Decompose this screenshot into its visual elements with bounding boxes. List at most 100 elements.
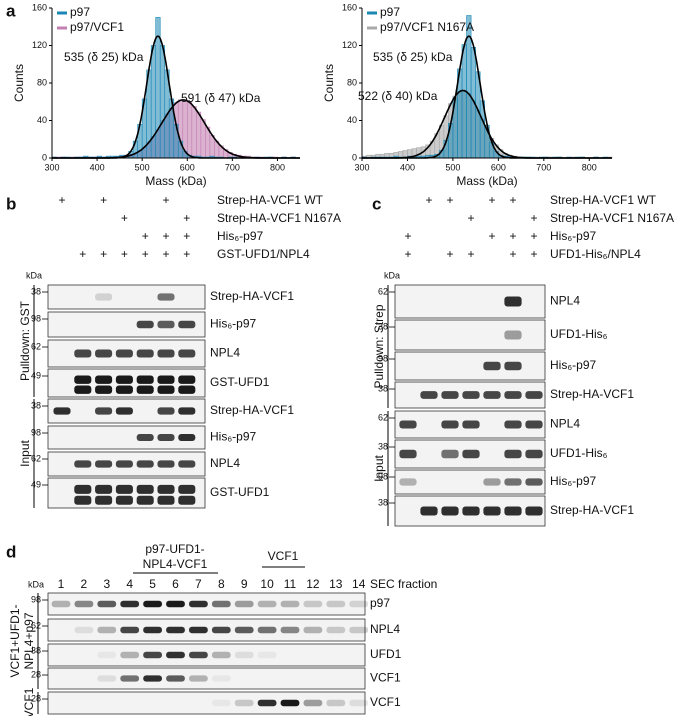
y-tick-label: 0 <box>352 152 357 162</box>
blot-band <box>166 600 185 608</box>
condition-label: Strep-HA-VCF1 N167A <box>550 211 674 225</box>
blot-band <box>74 460 92 468</box>
blot-band <box>136 320 154 329</box>
blot-band <box>189 600 208 608</box>
blot-frame <box>394 351 546 381</box>
marker-label: 62 <box>31 620 41 630</box>
condition-mark: + <box>183 229 190 243</box>
panel-letter: d <box>6 542 16 561</box>
blot-label: NPL4 <box>550 417 580 431</box>
blot-band <box>399 449 417 459</box>
blot-band <box>211 626 231 634</box>
histogram-bar <box>461 44 467 159</box>
blot-band <box>178 385 196 394</box>
blot-band <box>95 407 113 415</box>
y-tick-label: 120 <box>32 40 47 50</box>
condition-mark: + <box>142 229 149 243</box>
condition-label: GST-UFD1/NPL4 <box>217 247 310 261</box>
x-axis-label: Mass (kDa) <box>145 174 206 188</box>
blot-band <box>178 349 196 358</box>
y-tick-label: 120 <box>342 40 357 50</box>
marker-label: 62 <box>378 286 388 296</box>
x-tick-label: 400 <box>400 162 415 172</box>
blot-band <box>97 675 117 682</box>
blot-band <box>136 495 154 505</box>
group-label: Input <box>18 439 32 466</box>
fit-label: 535 (δ 25) kDa <box>64 50 144 64</box>
fraction-number: 10 <box>260 577 274 591</box>
blot-band <box>525 420 543 429</box>
blot-band <box>157 349 175 358</box>
condition-mark: + <box>100 247 107 261</box>
blot-band <box>143 600 162 608</box>
fraction-number: 12 <box>306 577 320 591</box>
condition-mark: + <box>467 247 474 261</box>
fit-label: 535 (δ 25) kDa <box>373 50 453 64</box>
blot-frame <box>394 284 546 319</box>
condition-mark: + <box>509 247 516 261</box>
blot-label: His₆-p97 <box>210 430 257 444</box>
blot-band <box>157 484 175 494</box>
blot-band <box>257 600 277 608</box>
condition-mark: + <box>162 229 169 243</box>
fraction-number: 6 <box>172 577 179 591</box>
blot-label: p97 <box>370 596 390 610</box>
group-label: VCF1 <box>22 687 36 716</box>
x-tick-label: 700 <box>225 162 240 172</box>
blot-band <box>115 407 133 415</box>
blot-band <box>211 699 231 707</box>
blot-band <box>257 651 277 659</box>
marker-label: 38 <box>378 321 388 331</box>
blot-band <box>280 699 300 707</box>
blot-band <box>95 349 113 358</box>
blot-band <box>178 375 196 384</box>
condition-label: Strep-HA-VCF1 WT <box>550 193 657 207</box>
blot-band <box>189 675 208 682</box>
fraction-number: 13 <box>329 577 343 591</box>
condition-mark: + <box>509 193 516 207</box>
blot-label: UFD1 <box>370 647 402 661</box>
header-label: NPL4-VCF1 <box>143 557 208 571</box>
blot-band <box>157 460 175 468</box>
blot-band <box>143 675 162 682</box>
condition-label: Strep-HA-VCF1 N167A <box>217 211 341 225</box>
blot-band <box>115 460 133 468</box>
blot-band <box>143 651 162 659</box>
blot-band <box>303 699 323 707</box>
blot-label: NPL4 <box>210 456 240 470</box>
condition-mark: + <box>121 211 128 225</box>
blot-band <box>234 651 254 659</box>
blot-band <box>95 293 113 301</box>
blot-band <box>483 506 501 516</box>
blot-band <box>136 385 154 394</box>
blot-frame <box>394 469 546 495</box>
blot-band <box>525 391 543 399</box>
blot-label: NPL4 <box>550 294 580 308</box>
condition-mark: + <box>404 247 411 261</box>
blot-band <box>462 506 480 516</box>
fraction-number: 11 <box>284 577 297 591</box>
marker-label: 38 <box>31 286 41 296</box>
blot-frame <box>47 425 206 450</box>
y-tick-label: 80 <box>347 77 357 87</box>
blot-band <box>166 675 185 682</box>
condition-mark: + <box>183 211 190 225</box>
condition-mark: + <box>467 211 474 225</box>
blot-band <box>115 495 133 505</box>
fraction-number: 3 <box>103 577 110 591</box>
blot-band <box>74 626 94 634</box>
group-label: Input <box>372 454 386 481</box>
x-axis-label: Mass (kDa) <box>456 174 517 188</box>
condition-mark: + <box>162 247 169 261</box>
condition-mark: + <box>162 193 169 207</box>
blot-band <box>234 600 254 608</box>
kda-header: kDa <box>384 270 400 280</box>
blot-label: GST-UFD1 <box>210 375 270 389</box>
fraction-number: 2 <box>81 577 88 591</box>
blot-band <box>326 699 346 707</box>
blot-band <box>504 478 522 486</box>
blot-label: NPL4 <box>370 622 400 636</box>
blot-band <box>525 506 543 516</box>
y-tick-label: 40 <box>37 115 47 125</box>
